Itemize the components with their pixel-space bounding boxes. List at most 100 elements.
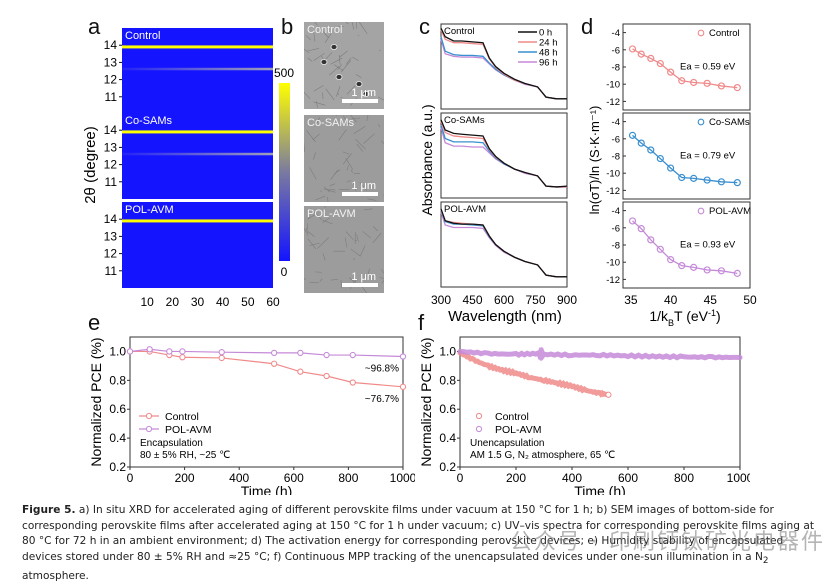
x-tick-label: 600 xyxy=(494,293,514,307)
sem-label: Control xyxy=(307,24,342,36)
y-axis-label: Normalized PCE (%) xyxy=(418,337,434,466)
xrd-heatmap-chart: Control11121314Co-SAMs11121314POL-AVM111… xyxy=(80,10,295,310)
x-tick-label: 40 xyxy=(664,293,678,307)
grain-boundary xyxy=(330,184,335,186)
x-tick-label: 800 xyxy=(338,471,358,485)
data-point xyxy=(400,384,405,389)
x-tick-label: 35 xyxy=(624,293,638,307)
caption-sub: 2 xyxy=(763,556,769,566)
spectrum-panel-label: Control xyxy=(444,26,475,37)
ea-annotation: Ea = 0.93 eV xyxy=(680,240,736,251)
scale-bar-label: 1 μm xyxy=(351,271,376,283)
data-point xyxy=(400,354,405,359)
y-tick-label: 0.4 xyxy=(439,431,456,445)
data-point xyxy=(147,347,152,352)
y-tick-label: 12 xyxy=(104,247,118,261)
grain-boundary xyxy=(351,170,353,173)
data-point xyxy=(324,352,329,357)
grain-boundary xyxy=(308,48,319,50)
data-point xyxy=(350,380,355,385)
grain-boundary xyxy=(322,93,323,99)
xrd-peak-band xyxy=(122,45,273,48)
ea-annotation: Ea = 0.79 eV xyxy=(680,151,736,162)
x-axis-label: Time (h) xyxy=(574,483,626,495)
grain-boundary xyxy=(346,232,353,240)
x-tick-label: 300 xyxy=(431,293,451,307)
scale-bar xyxy=(342,192,378,196)
grain-boundary xyxy=(328,189,335,190)
y-axis-label: Normalized PCE (%) xyxy=(88,337,104,466)
x-tick-label: 200 xyxy=(506,471,526,485)
grain-boundary xyxy=(304,88,310,98)
grain-boundary xyxy=(330,58,342,64)
grain-boundary xyxy=(360,246,365,257)
legend-label: Co-SAMs xyxy=(709,117,750,128)
x-tick-label: 40 xyxy=(216,295,230,309)
end-value-label: ~76.7% xyxy=(365,394,399,405)
y-tick-label: 0.6 xyxy=(439,402,456,416)
legend-label: Control xyxy=(709,28,740,39)
data-point xyxy=(167,349,172,354)
grain-boundary xyxy=(310,243,320,245)
y-tick-label: -6 xyxy=(612,223,620,234)
condition-annotation: Unencapsulation xyxy=(470,438,545,449)
y-tick-label: -8 xyxy=(612,241,620,252)
heatmap-panel-label: POL-AVM xyxy=(125,204,174,216)
y-tick-label: -10 xyxy=(606,258,620,269)
grain-boundary xyxy=(327,197,328,202)
y-tick-label: -10 xyxy=(606,169,620,180)
y-tick-label: -4 xyxy=(612,206,620,217)
x-tick-label: 800 xyxy=(674,471,694,485)
end-value-label: ~96.8% xyxy=(365,364,399,375)
x-tick-label: 10 xyxy=(140,295,154,309)
grain-boundary xyxy=(367,115,369,121)
legend-label: Control xyxy=(165,411,199,423)
grain-boundary xyxy=(381,141,384,153)
grain-boundary xyxy=(378,97,384,100)
y-tick-label: 0.6 xyxy=(109,402,126,416)
xrd-peak-band xyxy=(122,219,273,222)
caption-tail: atmosphere. xyxy=(22,570,89,582)
grain-boundary xyxy=(330,170,338,180)
grain-boundary xyxy=(352,22,354,30)
grain-boundary xyxy=(321,191,322,193)
grain-boundary xyxy=(356,74,362,77)
y-tick-label: 13 xyxy=(104,55,118,69)
data-point xyxy=(272,361,277,366)
y-tick-label: 0.8 xyxy=(439,373,456,387)
grain-boundary xyxy=(314,85,324,91)
grain-boundary xyxy=(339,129,347,140)
x-tick-label: 0 xyxy=(457,471,464,485)
grain-boundary xyxy=(363,231,371,238)
grain-boundary xyxy=(353,126,365,134)
y-tick-label: 13 xyxy=(104,229,118,243)
x-tick-label: 1000 xyxy=(727,471,750,485)
data-point xyxy=(180,355,185,360)
legend-label: 96 h xyxy=(539,58,558,69)
grain-boundary xyxy=(316,101,317,107)
data-point xyxy=(219,350,224,355)
scale-bar xyxy=(342,283,378,287)
x-tick-label: 450 xyxy=(462,293,482,307)
grain-boundary xyxy=(313,134,320,140)
data-point xyxy=(298,350,303,355)
data-point xyxy=(324,373,329,378)
grain-boundary xyxy=(364,134,375,144)
y-axis-label: 2θ (degree) xyxy=(82,126,99,204)
grain-boundary xyxy=(304,141,305,152)
end-point xyxy=(606,392,611,397)
heatmap-panel-label: Co-SAMs xyxy=(125,115,173,127)
legend-label: POL-AVM xyxy=(165,424,211,436)
x-tick-label: 60 xyxy=(266,295,280,309)
colorbar-max-label: 500 xyxy=(274,66,294,80)
grain-boundary xyxy=(308,232,315,237)
pinhole xyxy=(321,60,327,65)
x-tick-label: 1000 xyxy=(390,471,415,485)
spectrum-panel-label: POL-AVM xyxy=(444,204,486,215)
legend-marker xyxy=(146,413,151,418)
grain-boundary xyxy=(378,124,380,127)
y-tick-label: -6 xyxy=(612,134,620,145)
